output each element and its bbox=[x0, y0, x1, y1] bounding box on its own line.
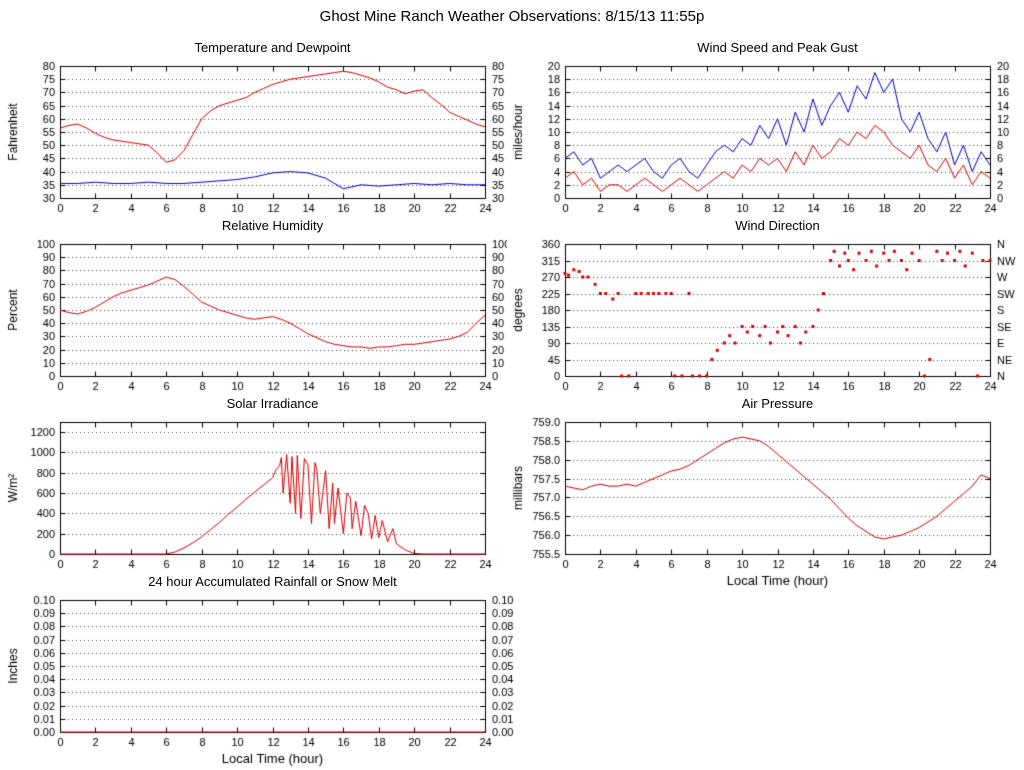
wind-direction-chart-canvas bbox=[507, 236, 1019, 398]
rainfall-chart-canvas bbox=[2, 592, 514, 770]
air-pressure-chart: Air Pressure bbox=[507, 396, 1019, 592]
chart-title: Solar Irradiance bbox=[226, 396, 319, 411]
chart-title: Relative Humidity bbox=[221, 218, 324, 233]
relative-humidity-chart: Relative Humidity bbox=[2, 218, 514, 414]
solar-irradiance-chart: Solar Irradiance bbox=[2, 396, 514, 592]
wind-direction-chart: Wind Direction bbox=[507, 218, 1019, 414]
chart-title: 24 hour Accumulated Rainfall or Snow Mel… bbox=[148, 574, 397, 589]
temperature-dewpoint-chart: Temperature and Dewpoint bbox=[2, 40, 514, 236]
temperature-dewpoint-chart-canvas bbox=[2, 58, 514, 220]
page-title: Ghost Mine Ranch Weather Observations: 8… bbox=[319, 8, 705, 25]
wind-speed-gust-chart-canvas bbox=[507, 58, 1019, 220]
chart-title: Temperature and Dewpoint bbox=[194, 40, 351, 55]
air-pressure-chart-canvas bbox=[507, 414, 1019, 592]
wind-speed-gust-chart: Wind Speed and Peak Gust bbox=[507, 40, 1019, 236]
chart-title: Wind Speed and Peak Gust bbox=[697, 40, 858, 55]
chart-title: Wind Direction bbox=[735, 218, 820, 233]
rainfall-chart: 24 hour Accumulated Rainfall or Snow Mel… bbox=[2, 574, 514, 770]
relative-humidity-chart-canvas bbox=[2, 236, 514, 398]
solar-irradiance-chart-canvas bbox=[2, 414, 514, 576]
chart-title: Air Pressure bbox=[741, 396, 814, 411]
